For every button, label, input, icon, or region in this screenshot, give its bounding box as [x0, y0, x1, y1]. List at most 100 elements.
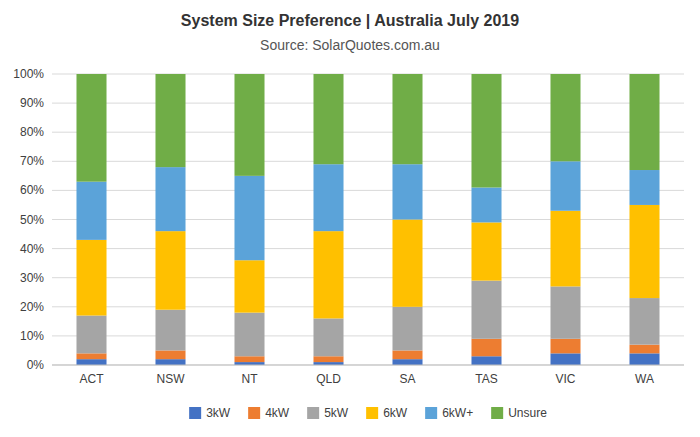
bar	[392, 350, 422, 359]
x-tick-label: ACT	[80, 372, 105, 386]
grid-line	[52, 132, 684, 133]
bar	[392, 74, 422, 164]
bars	[76, 74, 659, 365]
legend-label: Unsure	[508, 406, 547, 420]
bar	[471, 74, 501, 187]
bar	[471, 281, 501, 339]
y-tick-label: 100%	[13, 67, 44, 81]
x-tick-label: SA	[399, 372, 415, 386]
series	[76, 74, 659, 187]
grid-line	[52, 277, 684, 278]
bar	[313, 74, 343, 164]
grid-line	[52, 161, 684, 162]
bar	[76, 74, 106, 182]
bar	[76, 359, 106, 365]
y-tick-label: 20%	[20, 300, 44, 314]
y-tick-label: 30%	[20, 271, 44, 285]
x-tick-label: WA	[635, 372, 654, 386]
bar	[76, 316, 106, 354]
bar	[550, 353, 580, 365]
bar	[629, 170, 659, 205]
legend-item: 6kW	[366, 406, 408, 420]
grid-line	[52, 219, 684, 220]
legend-label: 3kW	[206, 406, 231, 420]
bar	[392, 164, 422, 219]
legend-label: 6kW+	[442, 406, 473, 420]
subtitle: Source: SolarQuotes.com.au	[260, 37, 440, 53]
legend-swatch	[491, 407, 503, 419]
bar	[471, 356, 501, 365]
x-tick-label: NT	[242, 372, 259, 386]
legend-swatch	[189, 407, 201, 419]
bar	[155, 167, 185, 231]
legend-item: 3kW	[189, 406, 231, 420]
x-axis-line	[52, 365, 684, 366]
bar	[471, 339, 501, 356]
bar	[313, 318, 343, 356]
y-tick-label: 70%	[20, 154, 44, 168]
bar	[234, 260, 264, 312]
bar	[629, 345, 659, 354]
legend-item: Unsure	[491, 406, 547, 420]
y-ticks: 0%10%20%30%40%50%60%70%80%90%100%	[13, 67, 44, 372]
bar	[471, 222, 501, 280]
bar	[234, 313, 264, 357]
y-tick-label: 80%	[20, 125, 44, 139]
y-tick-label: 40%	[20, 242, 44, 256]
grid-line	[52, 335, 684, 336]
x-ticks: ACT NSW NT QLD SA TAS VIC WA	[80, 372, 654, 386]
title: System Size Preference | Australia July …	[181, 12, 519, 29]
bar	[234, 356, 264, 362]
bar	[313, 231, 343, 318]
bar	[76, 182, 106, 240]
bar	[550, 286, 580, 338]
bar	[155, 231, 185, 310]
grid-line	[52, 190, 684, 191]
bar	[550, 211, 580, 287]
bar	[234, 176, 264, 260]
bar	[76, 353, 106, 359]
chart: System Size Preference | Australia July …	[0, 0, 700, 437]
bar	[629, 298, 659, 345]
bar	[155, 310, 185, 351]
legend-swatch	[307, 407, 319, 419]
legend-item: 6kW+	[425, 406, 473, 420]
legend-item: 5kW	[307, 406, 349, 420]
bar	[155, 350, 185, 359]
legend-label: 5kW	[324, 406, 349, 420]
legend-item: 4kW	[248, 406, 290, 420]
x-tick-label: NSW	[157, 372, 186, 386]
x-tick-label: VIC	[555, 372, 575, 386]
legend-label: 6kW	[383, 406, 408, 420]
series	[76, 161, 659, 260]
bar	[392, 359, 422, 365]
bar	[234, 74, 264, 176]
bar	[155, 74, 185, 167]
bar	[550, 161, 580, 210]
legend-swatch	[248, 407, 260, 419]
y-tick-label: 50%	[20, 213, 44, 227]
legend: 3kW 4kW 5kW 6kW 6kW+ Unsure	[189, 406, 547, 420]
bar	[629, 74, 659, 170]
bar	[392, 307, 422, 351]
bar	[629, 205, 659, 298]
legend-swatch	[425, 407, 437, 419]
bar	[76, 240, 106, 316]
bar	[550, 339, 580, 354]
bar	[313, 356, 343, 362]
grid	[52, 74, 684, 365]
x-tick-label: TAS	[475, 372, 497, 386]
bar	[155, 359, 185, 365]
y-tick-label: 60%	[20, 183, 44, 197]
legend-swatch	[366, 407, 378, 419]
bar	[313, 164, 343, 231]
bar	[471, 187, 501, 222]
grid-line	[52, 248, 684, 249]
legend-label: 4kW	[265, 406, 290, 420]
bar	[550, 74, 580, 161]
x-tick-label: QLD	[316, 372, 341, 386]
y-tick-label: 90%	[20, 96, 44, 110]
grid-line	[52, 103, 684, 104]
bar	[629, 353, 659, 365]
y-tick-label: 0%	[27, 358, 45, 372]
